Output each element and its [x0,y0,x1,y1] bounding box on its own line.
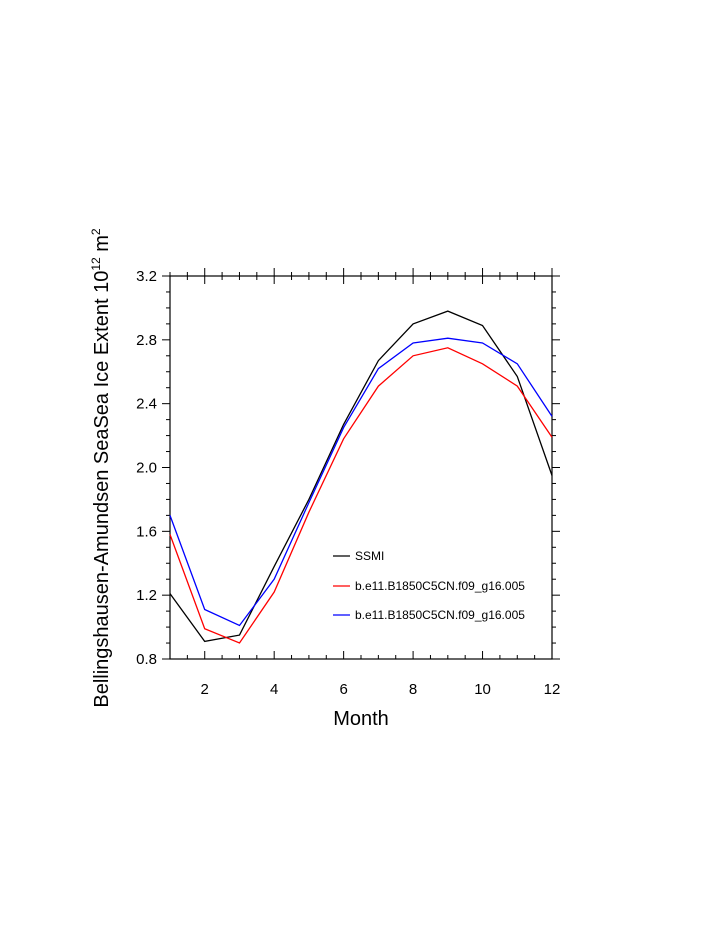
y-tick-label: 3.2 [136,268,157,285]
y-tick-label: 2.0 [136,460,157,477]
series-line-1 [169,310,553,643]
y-tick-label: 1.2 [136,587,157,604]
legend-label-3: b.e11.B1850C5CN.f09_g16.005 [355,608,525,622]
x-tick-label: 8 [409,681,417,698]
x-axis-title: Month [333,708,389,730]
x-axis: 2 4 6 8 10 12 [169,268,561,698]
series-line-2 [169,347,553,644]
y-axis-title-unit: m [91,235,113,257]
y-tick-label: 2.8 [136,332,157,349]
series-line-3 [169,337,553,627]
y-axis-title: Bellingshausen-Amundsen SeaSea Ice Exten… [89,228,113,708]
legend: SSMI b.e11.B1850C5CN.f09_g16.005 b.e11.B18… [333,549,525,622]
legend-label-2: b.e11.B1850C5CN.f09_g16.005 [355,579,525,593]
y-tick-label: 2.4 [136,396,157,413]
y-tick-label: 0.8 [136,651,157,668]
y-axis: 0.8 1.2 1.6 2.0 2.4 2.8 3.2 [136,268,560,668]
y-axis-title-exponent: 12 [89,257,103,271]
x-tick-label: 6 [339,681,347,698]
x-tick-label: 10 [474,681,491,698]
legend-label-1: SSMI [355,549,384,563]
y-tick-label: 1.6 [136,523,157,540]
x-tick-label: 12 [544,681,561,698]
plot-frame [169,275,553,660]
y-axis-title-main: Bellingshausen-Amundsen SeaSea Ice Exten… [91,271,113,708]
series-lines [169,310,553,644]
x-tick-label: 4 [270,681,278,698]
x-tick-label: 2 [201,681,209,698]
plot-area [169,275,553,660]
y-axis-title-unit-exponent: 2 [89,228,103,235]
